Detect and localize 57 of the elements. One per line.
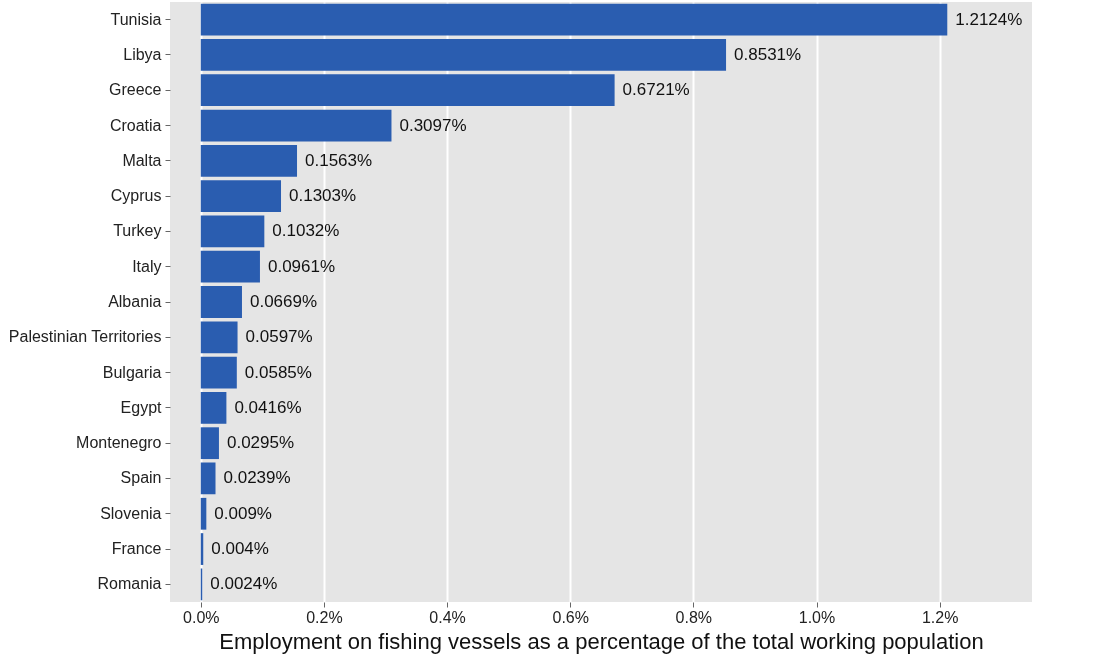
data-label: 0.1032% [272, 221, 340, 241]
y-tick-label: Montenegro [76, 434, 162, 452]
bar [200, 356, 237, 389]
data-label: 0.0295% [226, 433, 295, 453]
y-tick-label: Greece [109, 81, 162, 99]
data-label: 0.6721% [622, 80, 690, 100]
data-label: 0.0416% [234, 397, 302, 417]
data-label: 0.0597% [245, 327, 313, 347]
bar [200, 39, 727, 71]
data-label: 0.0961% [267, 256, 336, 276]
y-tick-label: Palestinian Territories [8, 328, 162, 346]
x-tick-label: 0.2% [306, 608, 343, 626]
y-tick-label: Tunisia [110, 10, 162, 28]
data-label: 0.004% [211, 539, 269, 559]
bar [200, 215, 265, 248]
y-tick-label: France [111, 540, 162, 558]
y-tick-label: Libya [123, 45, 162, 63]
y-tick-label: Turkey [113, 222, 162, 240]
data-label: 0.1303% [289, 186, 357, 206]
x-tick-label: 0.4% [429, 608, 466, 626]
bar [200, 427, 219, 460]
bar [200, 109, 392, 142]
x-tick-label: 1.2% [921, 608, 959, 626]
bar [200, 180, 282, 212]
y-tick-label: Spain [120, 469, 162, 487]
x-tick-label: 1.0% [798, 608, 836, 626]
bar [200, 497, 207, 530]
y-tick-label: Bulgaria [102, 363, 162, 381]
data-label: 0.0239% [223, 468, 291, 488]
y-tick-label: Slovenia [100, 504, 162, 522]
y-tick-label: Romania [97, 575, 162, 593]
y-tick-label: Italy [132, 257, 162, 275]
data-label: 1.2124% [955, 9, 1023, 29]
bar [200, 286, 242, 318]
bar [200, 144, 298, 177]
y-tick-label: Cyprus [110, 187, 162, 205]
data-label: 0.0585% [244, 362, 312, 382]
data-label: 0.009% [214, 503, 272, 523]
bar [200, 392, 227, 424]
y-tick-label: Egypt [120, 398, 163, 416]
x-tick-label: 0.8% [675, 608, 713, 626]
bar [200, 3, 948, 36]
bar [200, 462, 216, 495]
y-tick-label: Malta [122, 151, 162, 169]
y-tick-label: Albania [108, 293, 162, 310]
bar [200, 74, 615, 107]
x-tick-label: 0.6% [552, 608, 589, 626]
data-label: 0.8531% [734, 44, 802, 64]
bar [200, 250, 260, 283]
data-label: 0.0024% [210, 574, 278, 594]
bar [200, 321, 238, 354]
x-axis-title: Employment on fishing vessels as a percentage of the total working population [219, 628, 984, 654]
data-label: 0.1563% [305, 150, 373, 170]
x-tick-label: 0.0% [183, 608, 220, 626]
y-tick-label: Croatia [109, 116, 162, 134]
data-label: 0.3097% [399, 115, 467, 135]
data-label: 0.0669% [249, 292, 318, 311]
